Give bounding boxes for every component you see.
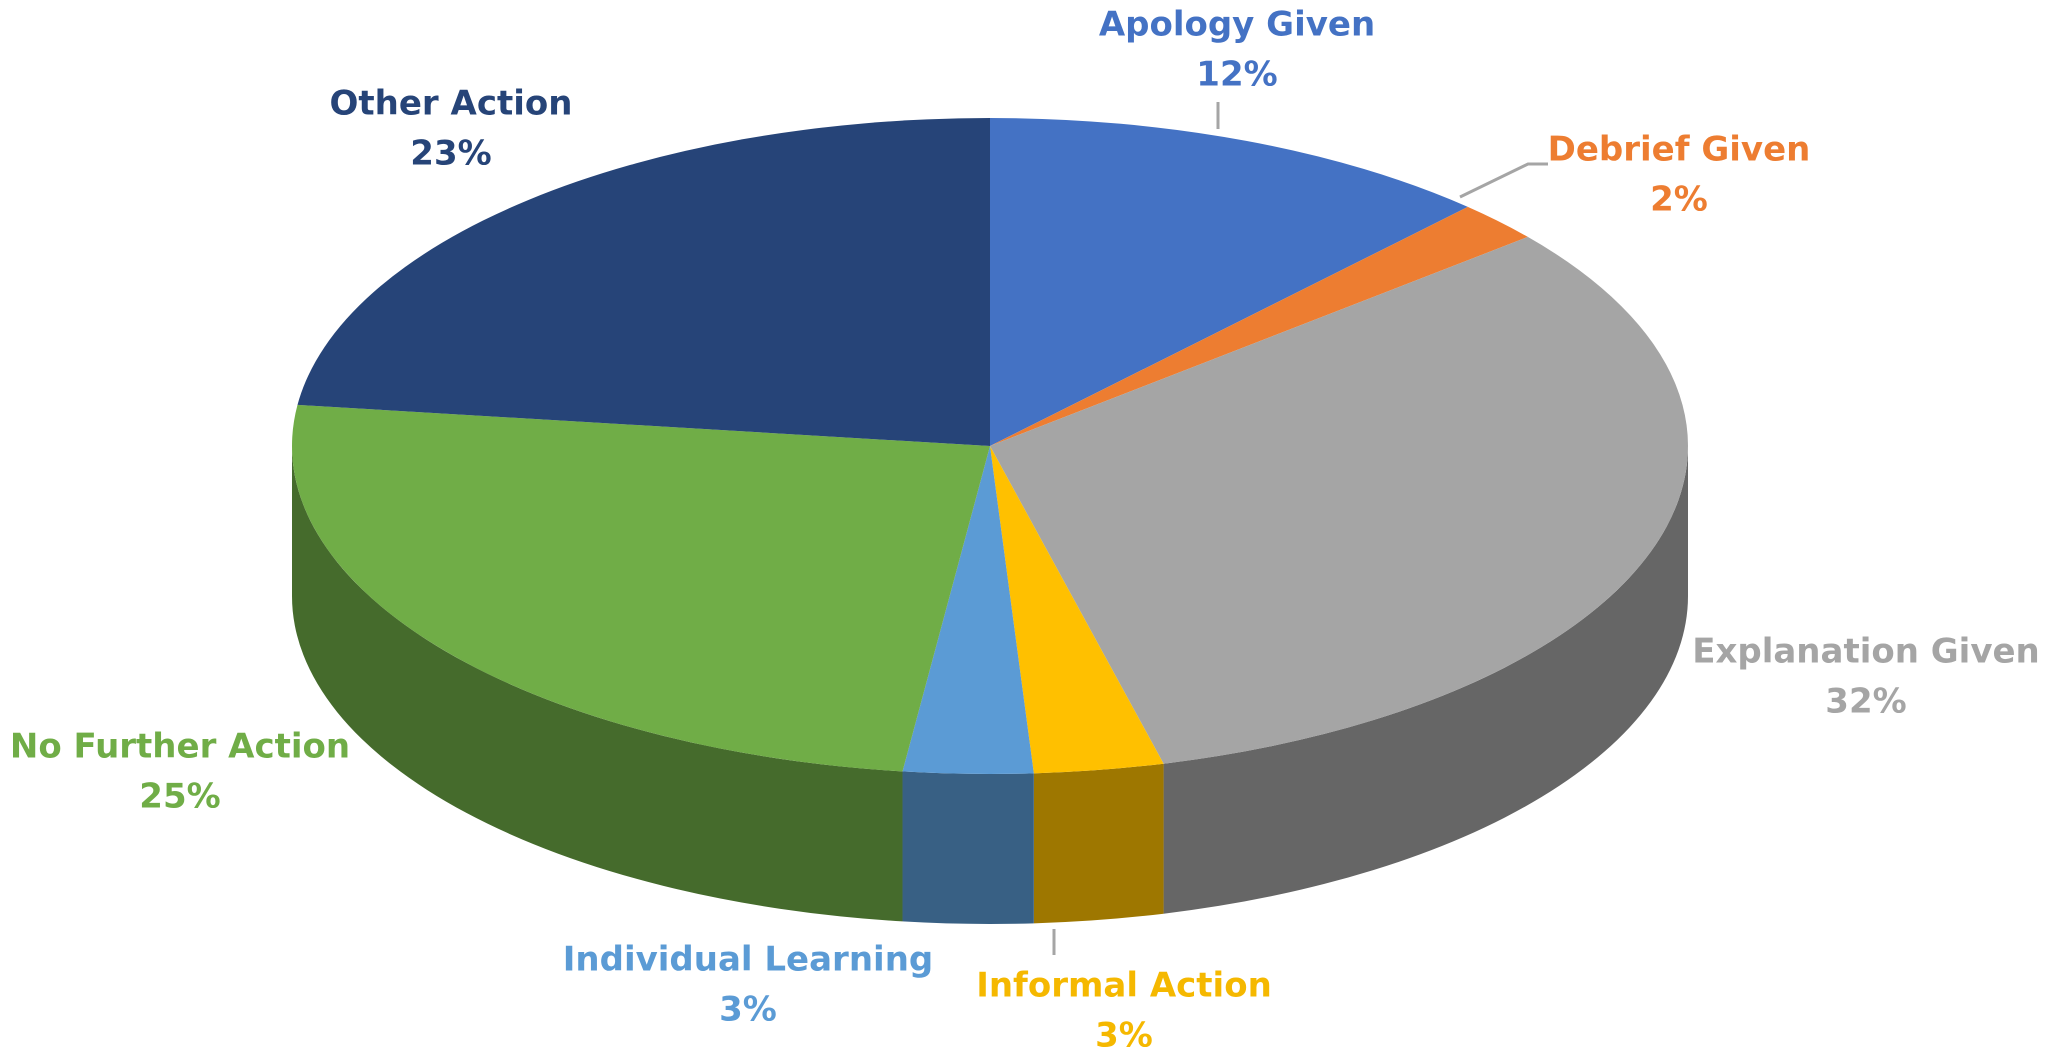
slice [990,118,1468,446]
slice [990,446,1164,774]
slice-side [292,446,903,922]
slice-side [1163,446,1689,914]
slice-value-label: 12% [1196,55,1277,95]
slice-label: Individual Learning [563,940,933,980]
slice-side [1033,763,1164,924]
slice-value-label: 2% [1650,180,1708,220]
slice-label: Informal Action [976,966,1272,1006]
slice-value-label: 32% [1825,682,1906,722]
slice-label: Other Action [330,84,573,124]
slice-label: Debrief Given [1548,130,1811,170]
slice-side [902,771,1034,924]
slice [990,206,1528,446]
leader-line [1459,162,1548,199]
slice-label: No Further Action [10,727,350,767]
slice-value-label: 3% [1095,1016,1153,1055]
slice-label: Explanation Given [1692,632,2040,672]
slice [297,118,991,446]
slice [292,404,990,772]
slice [902,446,1034,774]
slice [990,236,1688,764]
slice-value-label: 23% [410,134,491,174]
slice-value-label: 3% [719,990,777,1030]
slice-label: Apology Given [1099,5,1375,45]
slice-value-label: 25% [139,777,220,817]
